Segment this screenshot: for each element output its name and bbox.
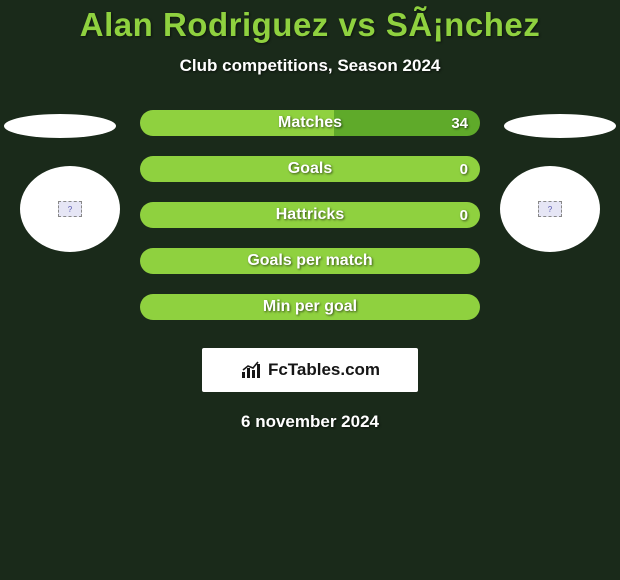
stat-bar-matches: Matches 34 — [140, 110, 480, 136]
brand-chart-icon — [240, 360, 264, 380]
comparison-title: Alan Rodriguez vs SÃ¡nchez — [0, 6, 620, 44]
season-subtitle: Club competitions, Season 2024 — [0, 56, 620, 76]
stat-bar-goals: Goals 0 — [140, 156, 480, 182]
stats-list: Matches 34 Goals 0 Hattricks 0 Goals per… — [140, 110, 480, 320]
snapshot-date: 6 november 2024 — [0, 412, 620, 432]
stat-label: Matches — [278, 114, 342, 132]
stat-label: Min per goal — [263, 298, 357, 316]
left-flag-placeholder: ? — [58, 201, 82, 217]
stat-label: Goals per match — [247, 252, 372, 270]
brand-card[interactable]: FcTables.com — [202, 348, 418, 392]
left-player-circle: ? — [20, 166, 120, 252]
stat-label: Goals — [288, 160, 332, 178]
stat-value: 0 — [460, 207, 468, 224]
stat-value: 34 — [451, 115, 468, 132]
flag-glyph: ? — [68, 205, 72, 214]
right-player-oval — [504, 114, 616, 138]
stat-bar-goals-per-match: Goals per match — [140, 248, 480, 274]
stat-bar-min-per-goal: Min per goal — [140, 294, 480, 320]
stat-bar-hattricks: Hattricks 0 — [140, 202, 480, 228]
left-player-oval — [4, 114, 116, 138]
stat-label: Hattricks — [276, 206, 344, 224]
right-player-circle: ? — [500, 166, 600, 252]
main-panel: ? ? Matches 34 Goals 0 Hattricks 0 Goals… — [0, 110, 620, 432]
flag-glyph: ? — [548, 205, 552, 214]
right-flag-placeholder: ? — [538, 201, 562, 217]
widget-root: Alan Rodriguez vs SÃ¡nchez Club competit… — [0, 0, 620, 432]
brand-text: FcTables.com — [268, 360, 380, 380]
stat-value: 0 — [460, 161, 468, 178]
